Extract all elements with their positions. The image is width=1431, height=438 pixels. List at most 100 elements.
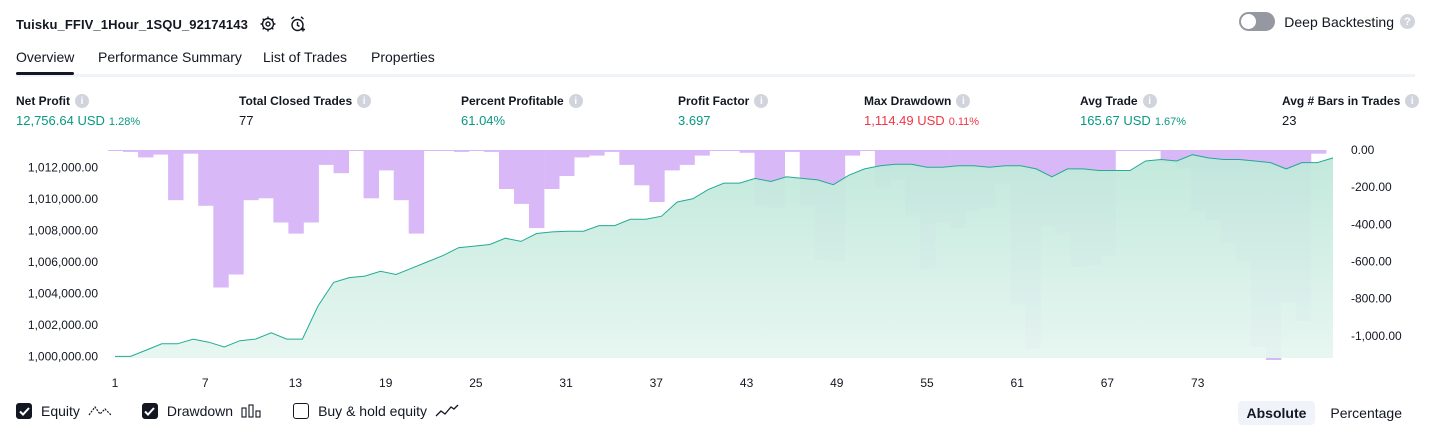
drawdown-bar [423, 150, 440, 151]
buy-hold-checkbox[interactable]: Buy & hold equity [293, 403, 459, 419]
drawdown-bar [288, 150, 304, 234]
stat-value: 77 [239, 113, 254, 128]
x-axis-tick-label: 55 [920, 376, 934, 390]
x-axis-tick-label: 37 [650, 376, 664, 390]
buy-hold-line-icon [435, 404, 459, 417]
drawdown-bar [859, 150, 876, 151]
stat-value: 1,114.49 USD [864, 113, 945, 128]
stat-max-drawdown: Max Drawdown i 1,114.49 USD 0.11% [864, 94, 979, 128]
drawdown-bar [123, 150, 139, 152]
drawdown-bar [514, 150, 530, 204]
drawdown-bar [709, 150, 725, 151]
tab-list-of-trades[interactable]: List of Trades [263, 49, 348, 65]
drawdown-bar [574, 150, 590, 158]
stat-percent: 0.11% [948, 116, 980, 128]
alarm-clock-add-icon[interactable] [288, 14, 308, 34]
x-axis-tick-label: 43 [740, 376, 754, 390]
info-icon[interactable]: i [357, 94, 372, 108]
info-icon[interactable]: i [1142, 94, 1157, 108]
percentage-button[interactable]: Percentage [1330, 405, 1402, 421]
display-mode-switch: Absolute Percentage [1232, 401, 1412, 425]
drawdown-bar [213, 150, 229, 288]
tab-properties[interactable]: Properties [371, 49, 435, 65]
drawdown-bar [453, 150, 470, 152]
right-axis-tick-label: -1,000.00 [1351, 329, 1402, 343]
drawdown-bar [784, 150, 801, 152]
checkbox[interactable] [16, 403, 32, 419]
equity-checkbox[interactable]: Equity [16, 403, 112, 419]
stat-label: Profit Factor [678, 94, 750, 108]
x-axis-tick-label: 19 [379, 376, 393, 390]
drawdown-bar [724, 150, 740, 151]
tab-bar: Overview Performance Summary List of Tra… [16, 46, 1415, 77]
equity-line [115, 154, 1334, 357]
x-axis-tick-label: 25 [469, 376, 483, 390]
stat-value: 165.67 USD [1080, 113, 1151, 128]
info-icon[interactable]: i [568, 94, 583, 108]
stat-profit-factor: Profit Factor i 3.697 [678, 94, 769, 128]
equity-area [115, 154, 1333, 358]
drawdown-bar [333, 150, 349, 174]
info-icon[interactable]: i [75, 94, 89, 108]
drawdown-bar [634, 150, 650, 186]
drawdown-bar [544, 150, 560, 189]
equity-drawdown-chart[interactable]: 1,012,000.00 1,010,000.00 1,008,000.00 1,00… [0, 135, 1431, 397]
drawdown-bar [273, 150, 289, 223]
checkbox[interactable] [293, 403, 310, 419]
drawdown-bar [303, 150, 319, 223]
stat-label: Max Drawdown [864, 94, 952, 108]
info-icon[interactable]: i [754, 94, 769, 108]
stat-value: 23 [1282, 113, 1297, 128]
drawdown-bar [499, 150, 515, 189]
absolute-button[interactable]: Absolute [1237, 401, 1316, 425]
drawdown-bar [664, 150, 680, 171]
stat-percent: 1.28% [108, 116, 141, 128]
stat-value: 3.697 [678, 113, 711, 128]
tab-overview[interactable]: Overview [16, 49, 75, 75]
gear-icon[interactable] [258, 14, 278, 34]
stat-avg-bars-in-trades: Avg # Bars in Trades i 23 [1282, 94, 1420, 128]
x-axis-tick-label: 13 [289, 376, 303, 390]
stat-label: Total Closed Trades [239, 94, 353, 108]
equity-line-icon [88, 405, 112, 416]
drawdown-checkbox[interactable]: Drawdown [141, 403, 263, 419]
left-axis-tick-label: 1,004,000.00 [28, 286, 98, 300]
drawdown-bar [1145, 150, 1161, 151]
drawdown-bar [258, 150, 274, 199]
strategy-title: Tuisku_FFIV_1Hour_1SQU_92174143 [16, 16, 248, 32]
deep-backtesting-toggle[interactable] [1239, 12, 1276, 31]
info-icon[interactable]: i [956, 94, 971, 108]
drawdown-bar [348, 150, 364, 151]
right-axis-tick-label: -200.00 [1351, 180, 1392, 194]
drawdown-bar [138, 150, 154, 158]
buy-hold-label: Buy & hold equity [318, 403, 428, 419]
stat-total-closed-trades: Total Closed Trades i 77 [239, 94, 372, 128]
stat-label: Avg # Bars in Trades [1282, 94, 1401, 108]
drawdown-bar [183, 150, 199, 154]
drawdown-bar [1115, 150, 1131, 151]
drawdown-bar [438, 150, 455, 151]
tab-performance-summary[interactable]: Performance Summary [98, 49, 242, 65]
checkbox[interactable] [141, 403, 158, 419]
drawdown-bar [108, 150, 124, 151]
stat-label: Avg Trade [1080, 94, 1138, 108]
drawdown-label: Drawdown [166, 403, 234, 419]
right-axis: 0.00 -200.00 -400.00 -600.00 -800.00 -1,000.0… [1351, 143, 1402, 343]
left-axis-tick-label: 1,006,000.00 [28, 255, 98, 269]
drawdown-bar [393, 150, 410, 201]
left-axis: 1,012,000.00 1,010,000.00 1,008,000.00 1,00… [28, 160, 98, 363]
x-axis: 1 7 13 19 25 31 37 43 49 55 61 67 73 [112, 376, 1205, 390]
x-axis-tick-label: 49 [830, 376, 844, 390]
strategy-header: Tuisku_FFIV_1Hour_1SQU_92174143 [16, 10, 308, 38]
x-axis-tick-label: 73 [1191, 376, 1205, 390]
info-icon[interactable]: i [1405, 94, 1420, 108]
drawdown-bar [619, 150, 635, 165]
right-axis-tick-label: -600.00 [1351, 255, 1392, 269]
x-axis-tick-label: 7 [202, 376, 209, 390]
drawdown-bar [559, 150, 575, 176]
help-icon[interactable]: ? [1400, 14, 1415, 29]
x-axis-tick-label: 1 [112, 376, 119, 390]
drawdown-bar [649, 150, 665, 202]
deep-backtesting-label: Deep Backtesting [1284, 13, 1394, 30]
drawdown-bar [529, 150, 545, 229]
